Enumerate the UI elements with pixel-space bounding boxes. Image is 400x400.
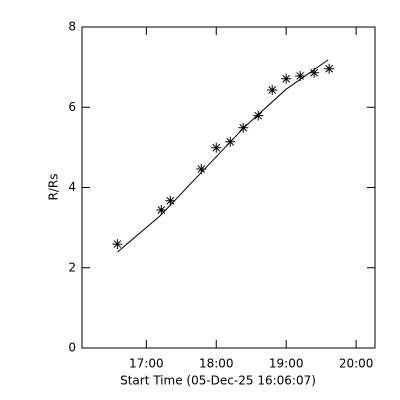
- fit-line: [117, 59, 329, 253]
- y-tick-label: 4: [68, 180, 76, 194]
- data-point: [156, 204, 167, 215]
- data-point: [295, 70, 306, 81]
- x-tick-label: 20:00: [339, 357, 374, 371]
- x-axis-label: Start Time (05-Dec-25 16:06:07): [120, 374, 316, 388]
- data-point: [238, 122, 249, 133]
- data-point: [281, 73, 292, 84]
- data-point: [324, 63, 335, 74]
- y-tick-label: 2: [68, 260, 76, 274]
- data-point: [253, 110, 264, 121]
- data-point: [112, 239, 123, 250]
- y-tick-label: 8: [68, 20, 76, 34]
- y-tick-label: 0: [68, 341, 76, 355]
- data-point: [196, 164, 207, 175]
- data-point: [225, 136, 236, 147]
- y-tick-label: 6: [68, 100, 76, 114]
- x-tick-label: 17:00: [129, 357, 164, 371]
- x-tick-label: 18:00: [199, 357, 234, 371]
- y-axis-label: R/Rs: [47, 174, 61, 201]
- x-tick-label: 19:00: [269, 357, 304, 371]
- data-point: [267, 84, 278, 95]
- plot-frame: [81, 26, 376, 349]
- data-point: [211, 142, 222, 153]
- data-point: [165, 195, 176, 206]
- data-point: [309, 67, 320, 78]
